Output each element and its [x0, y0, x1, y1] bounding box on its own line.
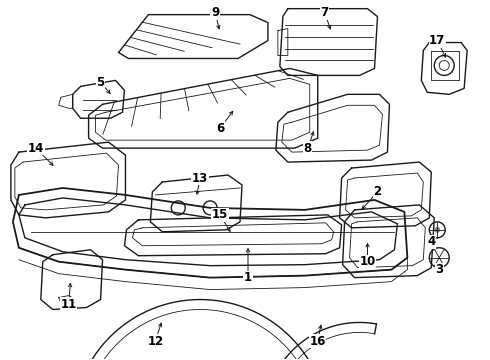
Text: 15: 15: [212, 208, 228, 221]
Text: 13: 13: [192, 171, 208, 185]
Circle shape: [434, 227, 440, 233]
Text: 9: 9: [211, 6, 219, 19]
Text: 4: 4: [427, 235, 436, 248]
Text: 12: 12: [147, 335, 164, 348]
Text: 14: 14: [27, 141, 44, 155]
Text: 7: 7: [320, 6, 329, 19]
Text: 8: 8: [304, 141, 312, 155]
Text: 6: 6: [216, 122, 224, 135]
Text: 16: 16: [310, 335, 326, 348]
Text: 17: 17: [429, 34, 445, 47]
Text: 2: 2: [373, 185, 382, 198]
Text: 11: 11: [61, 298, 77, 311]
Text: 5: 5: [97, 76, 105, 89]
Text: 10: 10: [359, 255, 376, 268]
Text: 1: 1: [244, 271, 252, 284]
Text: 3: 3: [435, 263, 443, 276]
